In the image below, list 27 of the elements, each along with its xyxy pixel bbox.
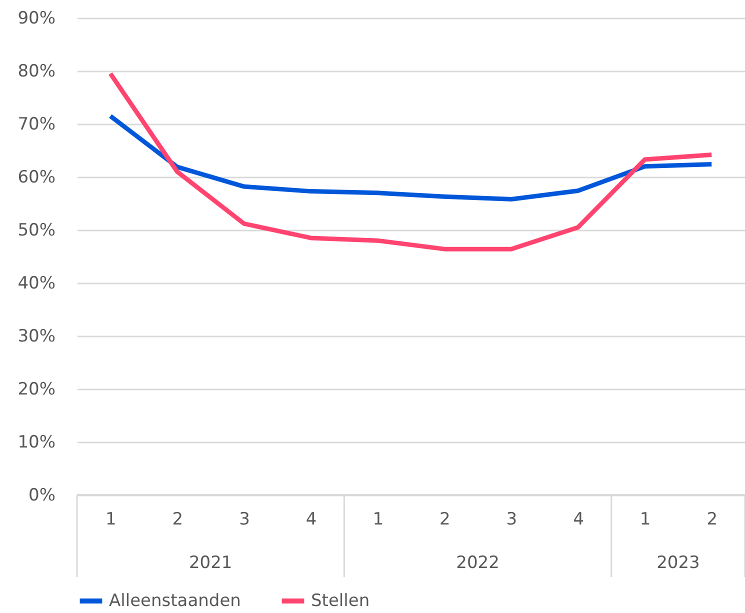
- text: 2022: [456, 553, 500, 573]
- y-tick-label: 40%: [18, 274, 56, 294]
- legend-label: Alleenstaanden: [109, 591, 241, 611]
- x-tick-label: 4: [306, 510, 317, 530]
- y-tick-label: 70%: [18, 114, 56, 134]
- x-tick-label: 2: [172, 510, 184, 530]
- y-tick-label: 0%: [28, 486, 56, 506]
- x-tick-label: 1: [640, 510, 651, 530]
- y-tick-label: 20%: [18, 380, 56, 400]
- line-series: [108, 114, 714, 202]
- legend-label: Stellen: [311, 591, 370, 611]
- y-tick-label: 80%: [18, 62, 56, 82]
- x-tick-label: 2: [439, 510, 450, 530]
- x-tick-label: 3: [506, 510, 518, 530]
- y-tick-label: 10%: [18, 432, 56, 452]
- x-tick-label: 3: [239, 510, 250, 530]
- line-series: [108, 71, 714, 252]
- y-tick-label: 60%: [18, 168, 56, 188]
- x-tick-label: 1: [105, 510, 116, 530]
- y-tick-label: 90%: [18, 8, 56, 28]
- text: 2021: [188, 553, 232, 573]
- text: 2023: [656, 553, 700, 573]
- y-tick-label: 50%: [18, 220, 56, 240]
- x-tick-label: 2: [706, 510, 718, 530]
- y-tick-label: 30%: [18, 326, 56, 346]
- x-tick-label: 4: [573, 510, 584, 530]
- x-tick-label: 1: [372, 510, 384, 530]
